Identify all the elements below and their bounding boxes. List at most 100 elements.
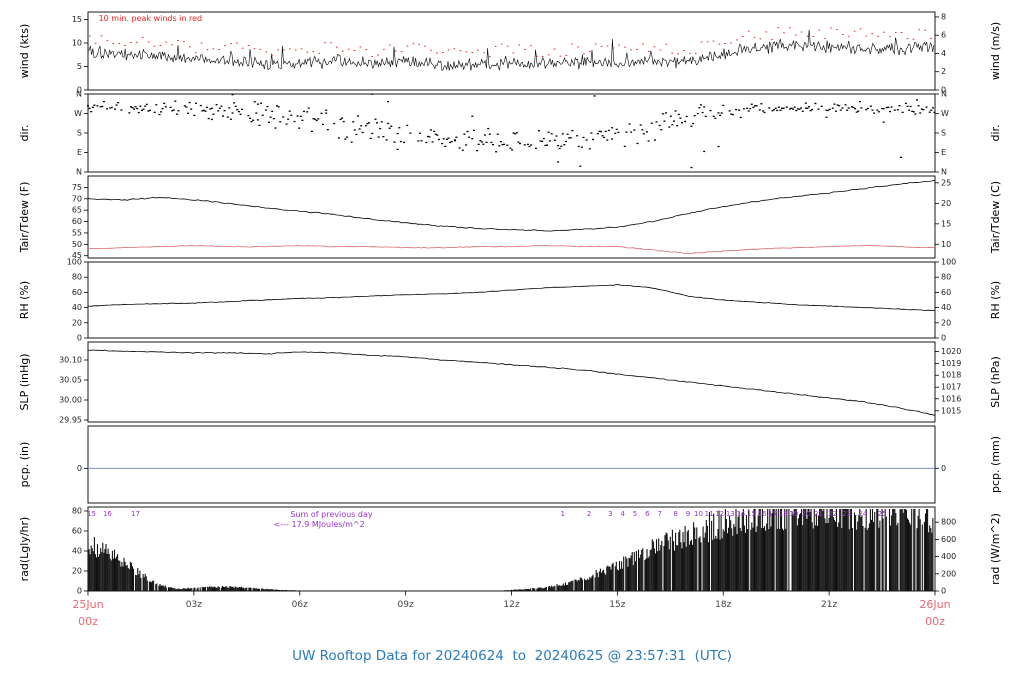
right-axis-label-slp: SLP (hPa) [989,356,1002,408]
chart-title: UW Rooftop Data for 20240624 to 20240625… [292,648,732,664]
svg-text:0: 0 [77,587,82,596]
panel-rh: 0 20 40 60 80 100 0 20 40 60 80 100 RH (%) RH (%) [18,258,1002,343]
left-axis-label-pcp: pcp. (in) [18,442,31,488]
svg-text:10: 10 [72,39,82,48]
svg-text:N: N [76,90,82,99]
svg-text:20: 20 [72,567,82,576]
peak-winds-annotation: 10 min. peak winds in red [99,14,203,23]
svg-text:60: 60 [72,527,82,536]
svg-text:3: 3 [608,510,612,518]
svg-text:200: 200 [941,569,956,578]
svg-text:0: 0 [941,86,946,95]
svg-text:15: 15 [72,15,82,24]
svg-text:25: 25 [941,178,951,187]
svg-text:19: 19 [789,510,798,518]
svg-text:0: 0 [77,86,82,95]
svg-text:0: 0 [941,464,946,473]
svg-text:1019: 1019 [941,359,961,368]
svg-text:60: 60 [941,288,951,297]
svg-text:E: E [941,148,946,157]
svg-text:4: 4 [941,49,946,58]
svg-text:30.00: 30.00 [59,396,82,405]
svg-text:09z: 09z [398,600,414,610]
svg-text:5: 5 [77,62,82,71]
svg-text:70: 70 [72,194,82,203]
radiation-sum-annotation: Sum of previous day [290,510,372,519]
svg-text:100: 100 [941,258,956,267]
svg-text:E: E [77,148,82,157]
svg-text:60: 60 [72,217,82,226]
x-axis-end-date: 26Jun 00z [890,596,980,630]
svg-text:16: 16 [103,510,112,518]
svg-text:15z: 15z [609,600,625,610]
panel-frame-temp [87,175,936,259]
svg-text:S: S [941,129,946,138]
svg-text:0: 0 [941,334,946,343]
svg-text:21z: 21z [821,600,837,610]
svg-text:80: 80 [941,273,951,282]
svg-text:06z: 06z [292,600,308,610]
left-axis-label-temp: Tair/Tdew (F) [18,182,31,254]
svg-text:14: 14 [736,510,745,518]
panel-wind: 0 5 10 15 0 2 4 6 8 wind (kts) wind (m/s) 10 min. p… [18,11,1002,95]
svg-text:80: 80 [72,273,82,282]
svg-text:N: N [76,168,82,177]
svg-text:13: 13 [726,510,735,518]
panel-frame-pcp [87,425,936,504]
svg-text:55: 55 [72,228,82,237]
svg-text:N: N [941,168,947,177]
svg-text:W: W [74,109,82,118]
svg-text:75: 75 [72,183,82,192]
svg-text:0: 0 [77,464,82,473]
x-axis: 03z 06z 09z 12z 15z 18z 21z [87,591,936,610]
svg-text:15: 15 [87,510,96,518]
svg-text:29.95: 29.95 [59,416,82,425]
svg-text:60: 60 [72,288,82,297]
svg-text:23: 23 [842,510,851,518]
panel-frame-rh [87,261,936,339]
end-date-text: 26Jun [919,598,951,611]
svg-text:21: 21 [814,510,823,518]
svg-text:25: 25 [878,510,887,518]
left-axis-label-slp: SLP (inHg) [18,353,31,410]
svg-text:100: 100 [67,258,82,267]
panel-pcp: 0 0 pcp. (in) pcp. (mm) [18,425,1002,504]
svg-text:15: 15 [941,219,951,228]
x-axis-start-date: 25Jun 00z [43,596,133,630]
svg-text:40: 40 [72,303,82,312]
svg-text:30.05: 30.05 [59,376,82,385]
svg-text:12z: 12z [503,600,519,610]
svg-text:10: 10 [941,240,951,249]
svg-text:0: 0 [941,587,946,596]
svg-text:9: 9 [686,510,690,518]
svg-text:17: 17 [768,510,777,518]
svg-text:400: 400 [941,552,956,561]
svg-text:8: 8 [941,12,946,21]
svg-text:40: 40 [941,303,951,312]
svg-text:600: 600 [941,535,956,544]
svg-text:20: 20 [941,199,951,208]
end-hour-text: 00z [925,615,945,628]
right-axis-label-rh: RH (%) [989,281,1002,319]
svg-text:2: 2 [941,67,946,76]
svg-text:20: 20 [941,318,951,327]
svg-text:45: 45 [72,251,82,260]
left-axis-label-rad: rad(Lgly/hr) [18,517,31,582]
svg-text:4: 4 [620,510,625,518]
svg-text:5: 5 [633,510,637,518]
right-axis-label-dir: dir. [989,124,1002,141]
svg-text:40: 40 [72,547,82,556]
left-axis-label-rh: RH (%) [18,281,31,319]
svg-text:1016: 1016 [941,394,961,403]
svg-text:80: 80 [72,507,82,516]
svg-text:15: 15 [747,510,756,518]
left-axis-label-dir: dir. [18,124,31,141]
panel-frame-slp [87,341,936,423]
svg-text:24: 24 [858,510,867,518]
svg-text:1015: 1015 [941,406,961,415]
svg-text:1017: 1017 [941,383,961,392]
svg-text:6: 6 [645,510,650,518]
